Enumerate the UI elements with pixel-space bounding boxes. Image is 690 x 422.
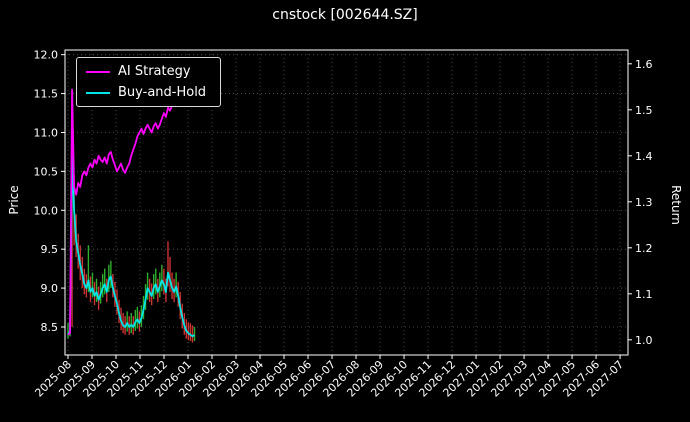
series-line-buy-and-hold bbox=[67, 154, 196, 338]
y-tick-label-left: 11.0 bbox=[34, 126, 59, 139]
buy-and-hold-line-swatch bbox=[86, 91, 110, 94]
y-tick-label-right: 1.3 bbox=[635, 196, 653, 209]
y-tick-label-left: 9.5 bbox=[41, 243, 59, 256]
y-tick-label-left: 11.5 bbox=[34, 88, 59, 101]
y-tick-label-right: 1.0 bbox=[635, 334, 653, 347]
legend-label: AI Strategy bbox=[118, 64, 191, 79]
ai-strategy-line-swatch bbox=[86, 70, 110, 73]
legend-item-ai-strategy: AI Strategy bbox=[86, 64, 206, 79]
y-tick-label-left: 12.0 bbox=[34, 49, 59, 62]
y-tick-label-right: 1.2 bbox=[635, 242, 653, 255]
y-tick-label-left: 9.0 bbox=[41, 282, 59, 295]
y-tick-label-left: 10.0 bbox=[34, 204, 59, 217]
legend: AI Strategy Buy-and-Hold bbox=[76, 57, 222, 107]
y-tick-label-right: 1.4 bbox=[635, 150, 653, 163]
plot-border bbox=[64, 49, 629, 356]
y-axis-label-price: Price bbox=[7, 185, 21, 215]
y-axis-label-return: Return bbox=[669, 185, 683, 225]
y-tick-label-right: 1.6 bbox=[635, 58, 653, 71]
legend-item-buy-and-hold: Buy-and-Hold bbox=[86, 85, 206, 100]
chart-title: cnstock [002644.SZ] bbox=[272, 7, 418, 23]
y-tick-label-right: 1.1 bbox=[635, 288, 653, 301]
y-tick-label-right: 1.5 bbox=[635, 104, 653, 117]
y-tick-label-left: 10.5 bbox=[34, 165, 59, 178]
legend-label: Buy-and-Hold bbox=[118, 85, 207, 100]
y-tick-label-left: 8.5 bbox=[41, 321, 59, 334]
